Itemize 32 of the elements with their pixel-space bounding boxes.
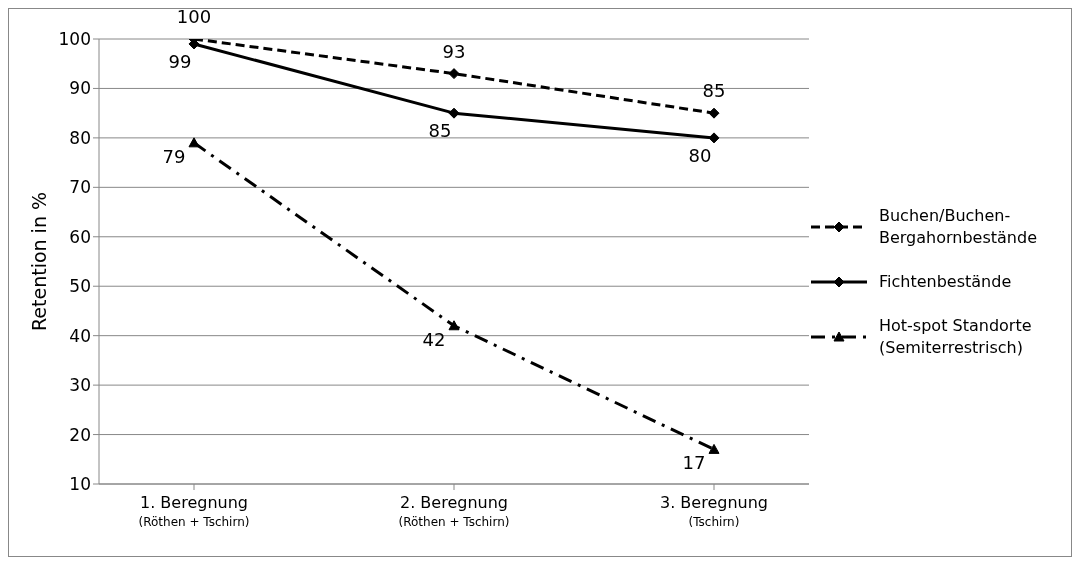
data-label: 17: [682, 452, 706, 474]
data-label: 85: [702, 80, 726, 102]
point: [708, 443, 720, 454]
y-tick-label: 30: [69, 375, 91, 396]
data-label: 79: [162, 145, 186, 167]
y-tick-label: 20: [69, 424, 91, 445]
y-axis-title: Retention in %: [27, 191, 50, 332]
legend-label: Buchen/Buchen-Bergahornbestände: [879, 204, 1038, 249]
y-tick-label: 100: [58, 29, 91, 50]
y-tick-label: 80: [69, 127, 91, 148]
y-tick-label: 10: [69, 474, 91, 495]
x-tick-label: 2. Beregnung (Röthen + Tschirn): [398, 493, 510, 529]
data-label: 85: [428, 120, 452, 142]
point: [188, 137, 200, 148]
y-tick-label: 70: [69, 177, 91, 198]
legend-label: Hot-spot Standorte (Semiterrestrisch): [879, 314, 1033, 359]
data-label: 99: [168, 50, 192, 72]
point: [448, 107, 460, 119]
legend-label: Fichtenbestände: [879, 270, 1013, 293]
data-label: 100: [176, 6, 212, 27]
point: [708, 107, 720, 119]
point: [448, 320, 460, 331]
y-tick-label: 60: [69, 226, 91, 247]
y-tick-label: 40: [69, 325, 91, 346]
x-tick-label: 1. Beregnung (Röthen + Tschirn): [138, 493, 250, 529]
data-label: 80: [688, 144, 712, 166]
data-label: 42: [422, 328, 446, 350]
point: [448, 68, 460, 80]
y-tick-label: 50: [69, 276, 91, 297]
data-label: 93: [442, 40, 466, 62]
y-tick-label: 90: [69, 78, 91, 99]
x-tick-label: 3. Beregnung (Tschirn): [660, 493, 768, 529]
